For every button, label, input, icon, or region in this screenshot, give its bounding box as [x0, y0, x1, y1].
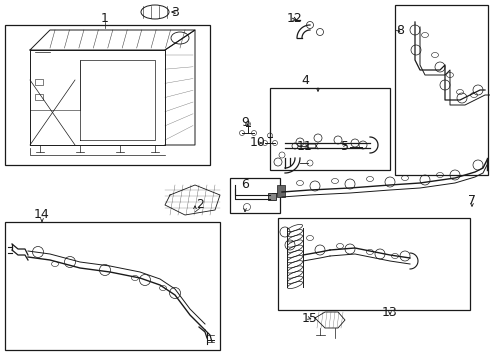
Bar [277, 185, 285, 197]
Bar [268, 193, 276, 200]
Text: 11: 11 [297, 139, 313, 153]
Text: 9: 9 [241, 117, 249, 130]
Bar [230, 178, 280, 213]
Text: 3: 3 [171, 5, 179, 18]
Text: 8: 8 [396, 23, 404, 36]
Text: 1: 1 [101, 12, 109, 24]
Text: 6: 6 [241, 179, 249, 192]
Bar [5, 25, 210, 165]
Text: 4: 4 [301, 73, 309, 86]
Bar [395, 5, 488, 175]
Text: 13: 13 [382, 306, 398, 320]
Text: 15: 15 [302, 311, 318, 324]
Text: 10: 10 [250, 136, 266, 149]
Bar [270, 88, 390, 170]
Bar [5, 222, 220, 350]
Bar [35, 94, 43, 100]
Bar [278, 218, 470, 310]
Text: 7: 7 [468, 194, 476, 207]
Bar [35, 79, 43, 85]
Text: 12: 12 [287, 12, 303, 24]
Text: 5: 5 [341, 140, 349, 153]
Text: 14: 14 [34, 208, 50, 221]
Text: 2: 2 [196, 198, 204, 211]
